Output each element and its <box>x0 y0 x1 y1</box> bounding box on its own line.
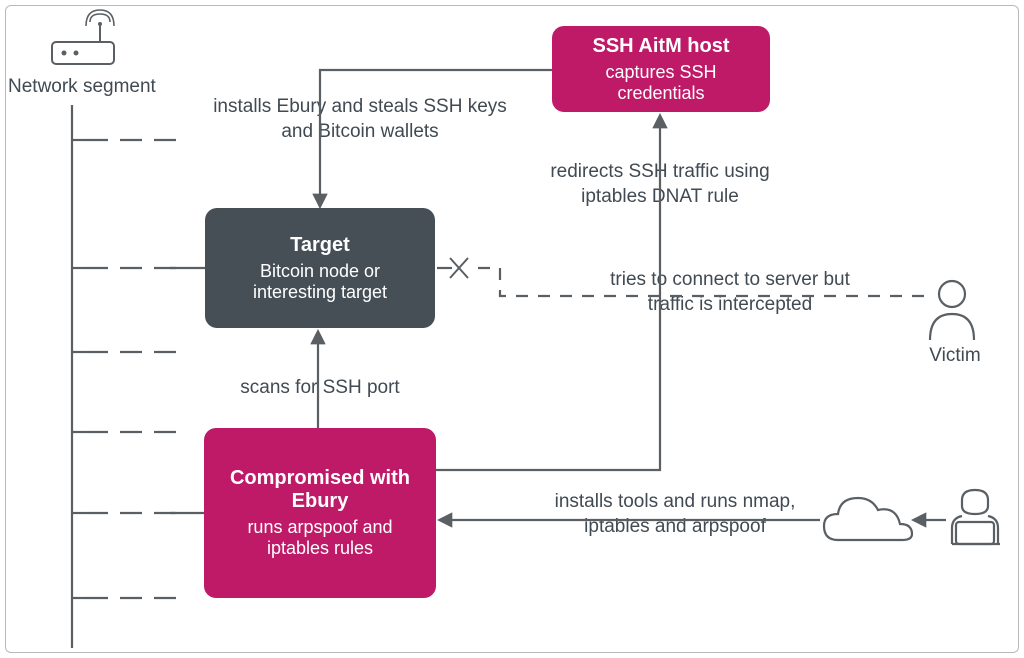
node-subtitle: Bitcoin node or interesting target <box>221 261 419 303</box>
node-target: Target Bitcoin node or interesting targe… <box>205 208 435 328</box>
node-ssh-aitm-host: SSH AitM host captures SSH credentials <box>552 26 770 112</box>
label-redirects-ssh: redirects SSH traffic using iptables DNA… <box>520 160 800 209</box>
label-victim: Victim <box>915 344 995 369</box>
label-network-segment: Network segment <box>8 75 208 100</box>
label-installs-ebury: installs Ebury and steals SSH keys and B… <box>210 95 510 144</box>
node-title: Compromised with Ebury <box>220 467 420 513</box>
label-attacker-action: installs tools and runs nmap, iptables a… <box>545 490 805 539</box>
node-compromised-ebury: Compromised with Ebury runs arpspoof and… <box>204 428 436 598</box>
node-title: SSH AitM host <box>592 35 729 58</box>
label-scans-ssh: scans for SSH port <box>220 376 420 401</box>
diagram-frame <box>5 5 1019 653</box>
node-subtitle: captures SSH credentials <box>568 62 754 104</box>
label-intercepted: tries to connect to server but traffic i… <box>600 268 860 317</box>
node-title: Target <box>290 234 350 257</box>
node-subtitle: runs arpspoof and iptables rules <box>220 517 420 559</box>
